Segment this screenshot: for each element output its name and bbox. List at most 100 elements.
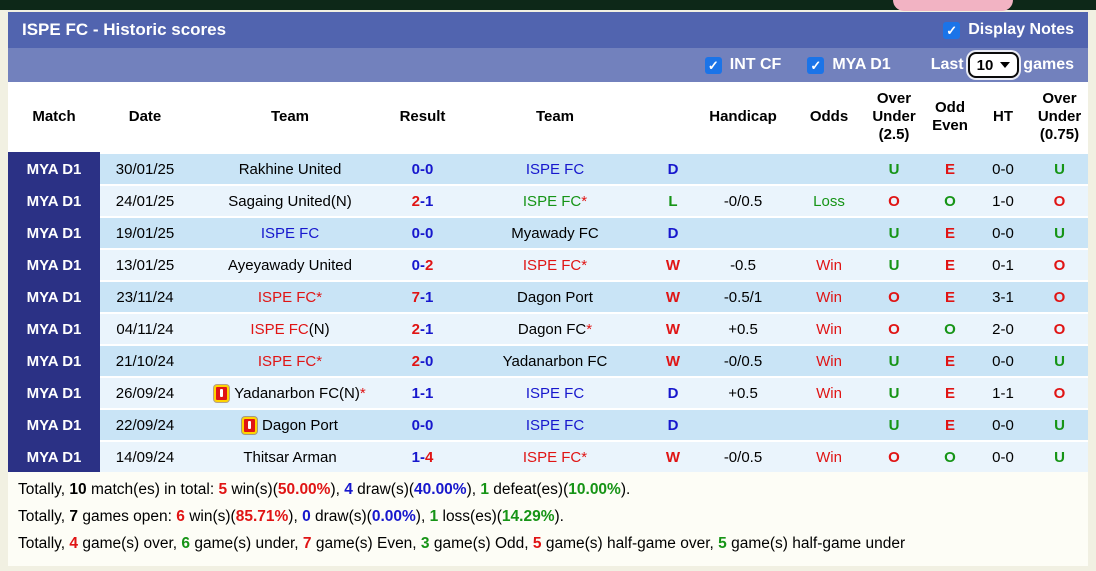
table-row: MYA D1 13/01/25 Ayeyawady United 0- 2 ISPE FC…	[8, 248, 1088, 280]
odds-result	[795, 152, 863, 184]
over-under-2_5: O	[863, 280, 925, 312]
team2-name[interactable]: ISPE FC *	[455, 248, 655, 280]
team2-name[interactable]: ISPE FC	[455, 408, 655, 440]
table-row: MYA D1 23/11/24 ISPE FC * 7 -1 Dagon Port W -0.5…	[8, 280, 1088, 312]
col-header-team1: Team	[190, 82, 390, 152]
col-header-oddeven: Odd Even	[925, 82, 975, 152]
team1-name[interactable]: Thitsar Arman	[190, 440, 390, 472]
over-under-2_5: O	[863, 312, 925, 344]
over-under-2_5: O	[863, 184, 925, 216]
result-letter: W	[655, 440, 691, 472]
col-header-ht: HT	[975, 82, 1031, 152]
over-under-2_5: U	[863, 344, 925, 376]
handicap-value: -0/0.5	[691, 344, 795, 376]
over-under-0_75: O	[1031, 248, 1088, 280]
halftime-score: 2-0	[975, 312, 1031, 344]
over-under-2_5: U	[863, 248, 925, 280]
team1-name[interactable]: ISPE FC	[190, 216, 390, 248]
display-notes-checkbox[interactable]: ✓	[943, 21, 961, 39]
scores-table: Match Date Team Result Team Handicap Odds Over …	[8, 82, 1088, 472]
table-header-row: Match Date Team Result Team Handicap Odds Over …	[8, 82, 1088, 152]
over-under-2_5: U	[863, 376, 925, 408]
last-games-group: Last 10 games	[931, 52, 1074, 78]
over-under-0_75: U	[1031, 440, 1088, 472]
odds-result	[795, 216, 863, 248]
team2-name[interactable]: ISPE FC *	[455, 184, 655, 216]
odd-even: E	[925, 408, 975, 440]
result-letter: L	[655, 184, 691, 216]
table-row: MYA D1 14/09/24 Thitsar Arman 1- 4 ISPE FC * W -…	[8, 440, 1088, 472]
handicap-value	[691, 216, 795, 248]
over-under-2_5: U	[863, 216, 925, 248]
league-badge: MYA D1	[8, 280, 100, 312]
last-games-select[interactable]: 10	[967, 52, 1020, 78]
match-date: 30/01/25	[100, 152, 190, 184]
team1-name[interactable]: ISPE FC *	[190, 280, 390, 312]
display-notes-label: Display Notes	[968, 21, 1074, 38]
match-date: 13/01/25	[100, 248, 190, 280]
over-under-0_75: O	[1031, 184, 1088, 216]
result-letter: W	[655, 248, 691, 280]
last-label: Last	[930, 56, 964, 73]
table-row: MYA D1 21/10/24 ISPE FC * 2 -0 Yadanarbon FC W -…	[8, 344, 1088, 376]
team1-name[interactable]: Ayeyawady United	[190, 248, 390, 280]
match-date: 26/09/24	[100, 376, 190, 408]
odds-result: Win	[795, 312, 863, 344]
over-under-0_75: U	[1031, 344, 1088, 376]
over-under-0_75: U	[1031, 216, 1088, 248]
team1-name[interactable]: ISPE FC (N)	[190, 312, 390, 344]
team2-name[interactable]: ISPE FC	[455, 152, 655, 184]
match-date: 24/01/25	[100, 184, 190, 216]
result-letter: D	[655, 408, 691, 440]
team1-name[interactable]: Rakhine United	[190, 152, 390, 184]
int-cf-label: INT CF	[729, 56, 782, 73]
col-header-odds: Odds	[795, 82, 863, 152]
halftime-score: 3-1	[975, 280, 1031, 312]
team2-name[interactable]: Dagon Port	[455, 280, 655, 312]
result-letter: D	[655, 376, 691, 408]
team1-name[interactable]: Sagaing United(N)	[190, 184, 390, 216]
over-under-0_75: U	[1031, 408, 1088, 440]
chevron-down-icon	[1000, 62, 1011, 68]
halftime-score: 0-0	[975, 344, 1031, 376]
summary-line: Totally, 4 game(s) over, 6 game(s) under…	[18, 535, 906, 552]
red-card-icon	[214, 384, 230, 402]
team2-name[interactable]: Dagon FC *	[455, 312, 655, 344]
odds-result: Loss	[795, 184, 863, 216]
table-row: MYA D1 22/09/24 Dagon Port 0-0 ISPE FC D U E 0-0…	[8, 408, 1088, 440]
col-header-handicap: Handicap	[691, 82, 795, 152]
match-date: 04/11/24	[100, 312, 190, 344]
result-letter: W	[655, 344, 691, 376]
red-card-icon	[242, 416, 258, 434]
league-badge: MYA D1	[8, 216, 100, 248]
page-title: ISPE FC - Historic scores	[22, 20, 227, 39]
team2-name[interactable]: Yadanarbon FC	[455, 344, 655, 376]
odd-even: E	[925, 248, 975, 280]
team1-name[interactable]: ISPE FC *	[190, 344, 390, 376]
halftime-score: 0-0	[975, 440, 1031, 472]
team2-name[interactable]: ISPE FC *	[455, 440, 655, 472]
handicap-value: -0.5	[691, 248, 795, 280]
browser-top-strip	[0, 0, 1096, 11]
over-under-0_75: O	[1031, 376, 1088, 408]
score: 2 -1	[390, 312, 455, 344]
score: 2 -1	[390, 184, 455, 216]
mya-d1-checkbox[interactable]: ✓	[807, 56, 825, 74]
league-badge: MYA D1	[8, 248, 100, 280]
team1-name[interactable]: Yadanarbon FC(N) *	[190, 376, 390, 408]
team2-name[interactable]: Myawady FC	[455, 216, 655, 248]
over-under-0_75: O	[1031, 312, 1088, 344]
odd-even: E	[925, 376, 975, 408]
team2-name[interactable]: ISPE FC	[455, 376, 655, 408]
team1-name[interactable]: Dagon Port	[190, 408, 390, 440]
over-under-2_5: U	[863, 408, 925, 440]
handicap-value: -0/0.5	[691, 184, 795, 216]
odds-result: Win	[795, 376, 863, 408]
result-letter: W	[655, 280, 691, 312]
mya-d1-filter: ✓ MYA D1	[807, 56, 891, 74]
odds-result: Win	[795, 280, 863, 312]
handicap-value: -0.5/1	[691, 280, 795, 312]
over-under-2_5: U	[863, 152, 925, 184]
summary-line: Totally, 7 games open: 6 win(s)(85.71%),…	[18, 508, 564, 525]
int-cf-checkbox[interactable]: ✓	[704, 56, 722, 74]
